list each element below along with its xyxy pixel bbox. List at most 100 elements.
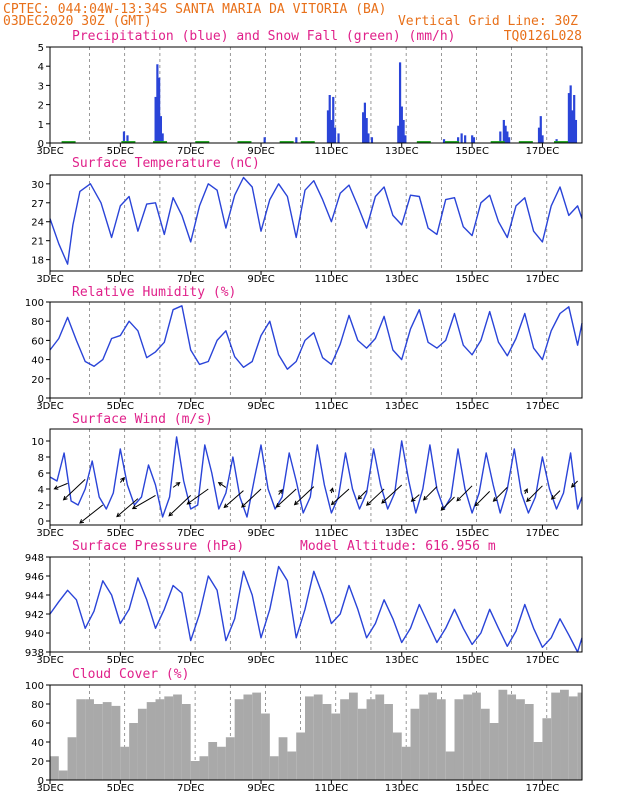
cloud-bar xyxy=(489,723,499,780)
precip-bar xyxy=(464,135,467,143)
snow-bar xyxy=(237,141,252,143)
cloud-bar xyxy=(366,699,376,780)
x-tick-label: 13DEC xyxy=(385,401,419,412)
y-tick-label: 2 xyxy=(38,101,44,112)
x-tick-label: 17DEC xyxy=(526,274,560,285)
precip-bar xyxy=(326,110,330,143)
x-tick-label: 13DEC xyxy=(385,146,419,157)
x-tick-label: 17DEC xyxy=(526,655,560,666)
wind-arrow xyxy=(365,488,385,506)
y-tick-label: 5 xyxy=(38,43,44,54)
wind-arrow xyxy=(79,504,104,524)
cloud-bar xyxy=(252,692,262,780)
wind-arrow xyxy=(186,488,209,505)
y-tick-label: 27 xyxy=(31,199,44,210)
cloud-title: Cloud Cover (%) xyxy=(72,667,189,682)
panel-frame xyxy=(49,46,583,144)
wind-arrow xyxy=(422,486,438,501)
precip-bar xyxy=(541,135,544,143)
wind-arrow xyxy=(62,479,86,501)
precip-bar xyxy=(472,137,476,143)
cloud-bar xyxy=(357,708,367,780)
y-tick-label: 942 xyxy=(25,610,44,621)
y-tick-label: 100 xyxy=(25,298,44,309)
cloud-bar xyxy=(340,699,349,780)
cloud-bar xyxy=(551,692,561,780)
precip-bar xyxy=(367,133,370,143)
cloud-bar xyxy=(305,696,314,780)
cloud-bar xyxy=(401,746,411,780)
precip-title: Precipitation (blue) and Snow Fall (gree… xyxy=(72,29,456,44)
temperature-title: Surface Temperature (nC) xyxy=(72,156,260,171)
series-line xyxy=(49,176,583,265)
x-tick-label: 11DEC xyxy=(315,401,349,412)
snow-bar xyxy=(61,141,76,143)
precip-bar xyxy=(571,110,574,143)
y-tick-label: 0 xyxy=(38,394,44,405)
y-tick-label: 4 xyxy=(38,62,44,73)
x-tick-label: 9DEC xyxy=(247,401,274,412)
cloud-bar xyxy=(58,770,68,780)
panel-frame xyxy=(49,174,583,272)
cloud-bar xyxy=(296,732,306,780)
x-tick-label: 3DEC xyxy=(36,783,63,794)
cloud-bar xyxy=(463,694,473,780)
cloud-bar xyxy=(348,692,358,780)
x-tick-label: 5DEC xyxy=(107,401,134,412)
grid-lines xyxy=(89,429,583,525)
cloud-bar xyxy=(243,694,253,780)
wind-arrow xyxy=(570,480,578,488)
wind-arrow xyxy=(410,494,420,502)
y-tick-label: 6 xyxy=(38,469,44,480)
wind-arrow xyxy=(172,481,181,488)
precip-bar xyxy=(442,139,446,143)
precip-bar xyxy=(460,133,463,143)
precip-bar xyxy=(295,137,298,143)
x-tick-label: 3DEC xyxy=(36,655,63,666)
x-tick-label: 7DEC xyxy=(177,528,204,539)
y-tick-label: 4 xyxy=(38,485,44,496)
y-tick-label: 20 xyxy=(31,375,44,386)
cloud-bar xyxy=(234,699,244,780)
y-tick-label: 944 xyxy=(25,591,44,602)
precip-bar xyxy=(159,116,162,143)
humidity-panel: 0 20 40 60 80 100 3DEC 5DEC 7DEC 9DEC 11DEC 13DEC 15… xyxy=(25,298,583,412)
cloud-bar xyxy=(516,699,525,780)
cloud-bar xyxy=(93,704,103,780)
cloud-bar xyxy=(472,692,481,780)
precip-bar xyxy=(567,93,571,143)
cloud-bar xyxy=(155,699,165,780)
precip-bar xyxy=(154,96,157,143)
cloud-bar xyxy=(568,696,578,780)
snow-bar xyxy=(490,141,505,143)
precip-bar xyxy=(537,127,541,143)
wind-arrow xyxy=(119,476,125,483)
cloud-bar xyxy=(542,718,552,780)
wind-arrow xyxy=(357,490,367,500)
x-tick-label: 3DEC xyxy=(36,528,63,539)
x-tick-label: 9DEC xyxy=(247,783,274,794)
cloud-bar xyxy=(102,702,112,780)
y-tick-label: 80 xyxy=(31,317,44,328)
y-tick-label: 40 xyxy=(31,738,44,749)
y-tick-label: 18 xyxy=(31,256,44,267)
humidity-title: Relative Humidity (%) xyxy=(72,285,236,300)
precip-bar xyxy=(506,131,509,143)
x-tick-label: 9DEC xyxy=(247,146,274,157)
wind-arrow xyxy=(131,494,156,510)
precip-bar xyxy=(502,119,505,143)
x-tick-label: 11DEC xyxy=(315,274,349,285)
precip-bar xyxy=(457,137,460,143)
x-tick-label: 7DEC xyxy=(177,274,204,285)
cloud-bar xyxy=(384,704,393,780)
wind-arrow xyxy=(456,485,473,502)
series-line xyxy=(49,436,583,518)
wind-arrow xyxy=(241,488,262,508)
y-tick-label: 30 xyxy=(31,180,44,191)
x-tick-label: 5DEC xyxy=(107,146,134,157)
x-tick-label: 7DEC xyxy=(177,146,204,157)
x-tick-label: 11DEC xyxy=(315,655,349,666)
precip-bar xyxy=(499,131,502,143)
y-tick-label: 0 xyxy=(38,776,44,787)
cloud-bar xyxy=(173,694,182,780)
